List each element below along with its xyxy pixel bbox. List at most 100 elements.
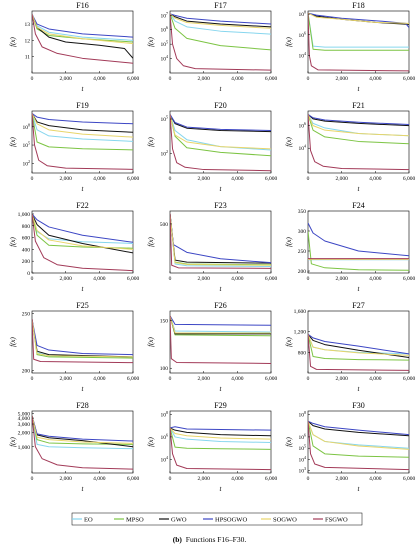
series-line-mpso: [170, 213, 271, 266]
y-tick-label: 250: [22, 311, 31, 317]
series-line-fsgwo: [32, 213, 133, 272]
x-tick-label: 2,000: [59, 176, 72, 182]
x-tick-label: 2,000: [197, 276, 210, 282]
y-tick-label: 13: [25, 22, 31, 28]
x-tick-label: 0: [307, 276, 310, 282]
series-line-mpso: [308, 421, 409, 458]
x-tick-label: 0: [169, 376, 172, 382]
x-axis-label: t: [82, 485, 85, 493]
plot-area-frame: [31, 110, 134, 174]
panel-f18: F18 0 2,000 4,000 6,000 104 106 108 t f(x): [285, 1, 415, 93]
x-tick-label: 0: [31, 76, 34, 82]
series-line-fsgwo: [32, 319, 133, 364]
legend-label: MPSO: [126, 517, 144, 524]
series-line-fsgwo: [170, 13, 271, 71]
legend: EO MPSO GWO HPSOGWO SOGWO FSGWO: [71, 512, 363, 526]
x-tick-label: 6,000: [403, 276, 416, 282]
series-line-hpsogwo: [32, 415, 133, 442]
legend-item-sogwo: SOGWO: [261, 517, 297, 524]
series-line-hpsogwo: [308, 12, 409, 28]
series-line-sogwo: [308, 114, 409, 137]
x-tick-label: 6,000: [127, 476, 140, 482]
series-line-sogwo: [170, 427, 271, 440]
plot-area-frame: [169, 410, 272, 474]
series-line-eo: [170, 427, 271, 444]
plot-area-frame: [169, 110, 272, 174]
y-tick-label: 104: [161, 455, 169, 464]
panel-title: F24: [352, 201, 364, 210]
y-axis-label: f(x): [285, 236, 293, 246]
y-tick-label: 1,000: [18, 445, 31, 451]
panel-f22: F22 0 2,000 4,000 6,000 0 200 400 600 800 1,000 t f(…: [9, 201, 139, 293]
series-line-sogwo: [32, 318, 133, 358]
x-axis-label: t: [358, 485, 361, 493]
series-line-mpso: [32, 318, 133, 359]
y-axis-label: f(x): [147, 336, 155, 346]
series-group: [170, 114, 271, 172]
y-tick-label: 104: [299, 455, 307, 464]
series-line-fsgwo: [308, 421, 409, 471]
panel-f21: F21 0 2,000 4,000 6,000 104 106 t f(x): [285, 101, 415, 193]
x-tick-label: 0: [31, 376, 34, 382]
panel-f25: F25 0 2,000 4,000 6,000 200 250 t f(x): [9, 301, 139, 393]
plot-area-frame: [307, 110, 410, 174]
legend-label: GWO: [171, 517, 187, 524]
caption-text: Functions F16–F30.: [186, 535, 247, 544]
caption-label: (b): [173, 535, 183, 544]
y-tick-label: 500: [160, 222, 169, 228]
x-tick-label: 4,000: [231, 376, 244, 382]
series-line-hpsogwo: [170, 426, 271, 431]
x-tick-label: 2,000: [335, 476, 348, 482]
series-line-fsgwo: [32, 415, 133, 470]
y-tick-label: 108: [299, 410, 307, 419]
series-line-hpsogwo: [32, 213, 133, 243]
series-line-sogwo: [308, 420, 409, 450]
series-line-hpsogwo: [170, 114, 271, 132]
y-tick-label: 106: [299, 121, 307, 129]
x-tick-label: 4,000: [369, 376, 382, 382]
figure-caption: (b) Functions F16–F30.: [173, 535, 247, 544]
legend-label: FSGWO: [325, 517, 348, 524]
series-line-hpsogwo: [308, 113, 409, 126]
x-tick-label: 2,000: [335, 376, 348, 382]
x-tick-label: 0: [307, 476, 310, 482]
x-tick-label: 6,000: [127, 176, 140, 182]
x-tick-label: 6,000: [403, 376, 416, 382]
series-line-gwo: [170, 427, 271, 437]
panel-f29: F29 0 2,000 4,000 6,000 104 106 108 t f(x): [147, 401, 277, 493]
x-axis-label: t: [358, 85, 361, 93]
panel-title: F26: [214, 301, 226, 310]
x-tick-label: 2,000: [335, 76, 348, 82]
x-tick-label: 0: [31, 476, 34, 482]
x-tick-label: 6,000: [403, 476, 416, 482]
y-tick-label: 4,000: [18, 416, 31, 422]
series-line-hpsogwo: [308, 333, 409, 355]
panel-f20: F20 0 2,000 4,000 6,000 102 105 t f(x): [147, 101, 277, 193]
y-tick-label: 600: [22, 236, 31, 242]
series-line-hpsogwo: [308, 420, 409, 436]
y-tick-label: 1,200: [294, 330, 307, 336]
x-axis-label: t: [358, 285, 361, 293]
y-tick-label: 104: [161, 54, 169, 63]
series-line-gwo: [308, 420, 409, 437]
x-tick-label: 6,000: [265, 176, 278, 182]
y-tick-label: 150: [160, 319, 169, 325]
series-line-gwo: [170, 213, 271, 264]
y-tick-label: 108: [23, 122, 31, 131]
panel-f17: F17 0 2,000 4,000 6,000 104 105 106 107 t f(x): [147, 1, 277, 93]
x-tick-label: 6,000: [127, 276, 140, 282]
y-tick-label: 300: [298, 229, 307, 235]
y-tick-label: 350: [298, 209, 307, 215]
x-axis-label: t: [220, 385, 223, 393]
panel-title: F21: [352, 101, 364, 110]
panel-f26: F26 0 2,000 4,000 6,000 100 150 t f(x): [147, 301, 277, 393]
x-tick-label: 0: [307, 376, 310, 382]
x-tick-label: 6,000: [265, 376, 278, 382]
series-line-eo: [170, 114, 271, 151]
series-line-sogwo: [308, 12, 409, 24]
series-line-hpsogwo: [32, 318, 133, 356]
series-line-sogwo: [32, 213, 133, 250]
series-line-sogwo: [170, 114, 271, 150]
x-axis-label: t: [82, 85, 85, 93]
y-tick-label: 106: [161, 25, 169, 34]
